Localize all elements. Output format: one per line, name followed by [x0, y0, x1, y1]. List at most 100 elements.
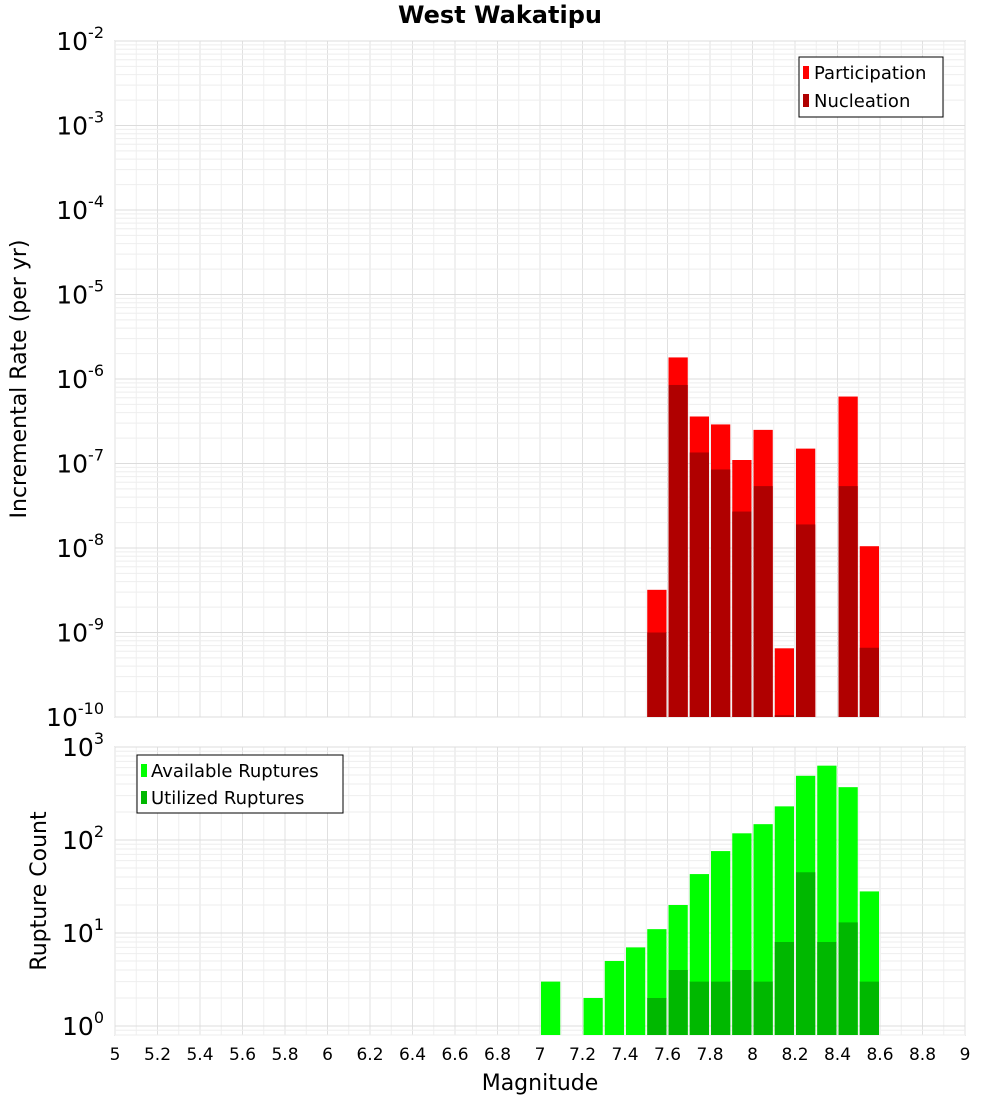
- rate-y-tick-base: 10: [56, 534, 88, 563]
- rate-y-tick-label: 10-9: [56, 615, 104, 648]
- x-tick-label: 8: [747, 1045, 758, 1065]
- x-tick-label: 8.2: [781, 1045, 808, 1065]
- nucleation-bar: [753, 486, 773, 717]
- x-tick-label: 7.8: [696, 1045, 723, 1065]
- available-ruptures-bar: [541, 981, 561, 1035]
- rate-y-tick-exponent: -10: [78, 699, 104, 718]
- count-y-tick-exponent: 2: [94, 822, 104, 841]
- count-y-tick-exponent: 0: [94, 1008, 104, 1027]
- utilized-ruptures-bar: [668, 969, 688, 1035]
- count-legend-box: [136, 754, 344, 814]
- utilized-ruptures-bar: [753, 981, 773, 1035]
- nucleation-bar: [689, 452, 709, 717]
- utilized-ruptures-bar: [774, 942, 794, 1035]
- x-tick-label: 8.6: [866, 1045, 893, 1065]
- rate-y-tick-label: 10-7: [56, 446, 104, 479]
- x-tick-label: 6.8: [484, 1045, 511, 1065]
- x-tick-label: 7: [535, 1045, 546, 1065]
- x-tick-label: 6.6: [441, 1045, 468, 1065]
- utilized-legend-label: Utilized Ruptures: [151, 788, 304, 809]
- rate-y-tick-label: 10-4: [56, 192, 104, 225]
- count-y-tick-label: 100: [62, 1008, 104, 1041]
- available-ruptures-bar: [626, 947, 646, 1035]
- nucleation-legend-swatch: [803, 94, 809, 107]
- rate-y-tick-base: 10: [56, 281, 88, 310]
- x-tick-label: 5.6: [229, 1045, 256, 1065]
- rate-y-tick-exponent: -5: [88, 277, 104, 296]
- x-tick-label: 5.2: [144, 1045, 171, 1065]
- count-y-tick-base: 10: [62, 1012, 94, 1041]
- nucleation-bar: [732, 511, 752, 717]
- magnitude-x-ticks: 5 5.2 5.4 5.6 5.8 6 6.2 6.4 6.6 6.8 7 7.2 7.4 7.6 7.8 8…: [110, 1045, 971, 1065]
- rate-y-tick-base: 10: [56, 619, 88, 648]
- utilized-ruptures-bar: [711, 981, 731, 1035]
- x-tick-label: 6: [322, 1045, 333, 1065]
- nucleation-bar: [711, 469, 731, 717]
- rate-y-tick-label: 10-2: [56, 23, 104, 56]
- utilized-ruptures-bar: [838, 922, 858, 1035]
- chart-title: West Wakatipu: [398, 1, 602, 29]
- rate-y-tick-base: 10: [46, 703, 78, 732]
- x-tick-label: 5.4: [186, 1045, 213, 1065]
- x-tick-label: 5.8: [271, 1045, 298, 1065]
- available-legend-label: Available Ruptures: [151, 761, 319, 782]
- x-tick-label: 9: [960, 1045, 971, 1065]
- rate-y-tick-base: 10: [56, 196, 88, 225]
- nucleation-bar: [796, 524, 816, 717]
- available-ruptures-bar: [604, 960, 624, 1035]
- rate-legend-box: [798, 56, 944, 118]
- x-axis-label: Magnitude: [482, 1071, 599, 1096]
- count-y-tick-base: 10: [62, 826, 94, 855]
- rate-y-tick-label: 10-3: [56, 108, 104, 141]
- nucleation-bar: [859, 647, 879, 717]
- count-bars: [541, 765, 879, 1035]
- participation-legend-label: Participation: [814, 63, 926, 84]
- x-tick-label: 5: [110, 1045, 121, 1065]
- x-tick-label: 7.6: [654, 1045, 681, 1065]
- rate-panel: 10-210-310-410-510-610-710-810-910-10 In…: [7, 23, 966, 732]
- count-y-tick-label: 102: [62, 822, 104, 855]
- participation-bar: [774, 648, 794, 717]
- rate-y-tick-exponent: -7: [88, 446, 104, 465]
- available-ruptures-bar: [583, 997, 603, 1035]
- count-y-axis-label: Rupture Count: [27, 811, 52, 971]
- x-tick-label: 7.2: [569, 1045, 596, 1065]
- utilized-ruptures-bar: [796, 872, 816, 1035]
- rate-y-tick-label: 10-6: [56, 361, 104, 394]
- x-tick-label: 6.4: [399, 1045, 426, 1065]
- rate-bars: [647, 357, 879, 717]
- rate-y-tick-base: 10: [56, 365, 88, 394]
- nucleation-bar: [838, 486, 858, 717]
- rate-gridlines: [114, 40, 966, 718]
- utilized-ruptures-bar: [689, 981, 709, 1035]
- rate-y-tick-base: 10: [56, 112, 88, 141]
- nucleation-bar: [647, 632, 667, 717]
- nucleation-bar: [668, 384, 688, 717]
- count-legend: Available Ruptures Utilized Ruptures: [136, 754, 344, 814]
- count-y-tick-base: 10: [62, 733, 94, 762]
- utilized-legend-swatch: [141, 791, 147, 804]
- utilized-ruptures-bar: [732, 969, 752, 1035]
- count-y-tick-exponent: 3: [94, 729, 104, 748]
- count-y-tick-exponent: 1: [94, 915, 104, 934]
- rate-y-tick-exponent: -4: [88, 192, 104, 211]
- rate-y-axis-label: Incremental Rate (per yr): [7, 240, 32, 519]
- utilized-ruptures-bar: [859, 981, 879, 1035]
- count-y-tick-base: 10: [62, 919, 94, 948]
- rate-y-tick-exponent: -2: [88, 23, 104, 42]
- rate-y-tick-label: 10-10: [46, 699, 104, 732]
- rate-legend: Participation Nucleation: [798, 56, 944, 118]
- rate-y-tick-exponent: -9: [88, 615, 104, 634]
- count-y-tick-label: 101: [62, 915, 104, 948]
- participation-legend-swatch: [803, 66, 809, 79]
- x-tick-label: 8.4: [824, 1045, 851, 1065]
- x-tick-label: 8.8: [909, 1045, 936, 1065]
- utilized-ruptures-bar: [817, 942, 837, 1035]
- nucleation-legend-label: Nucleation: [814, 91, 910, 112]
- rate-y-ticks: 10-210-310-410-510-610-710-810-910-10: [46, 23, 104, 732]
- utilized-ruptures-bar: [647, 997, 667, 1035]
- rate-y-tick-base: 10: [56, 27, 88, 56]
- rate-y-tick-label: 10-8: [56, 530, 104, 563]
- available-legend-swatch: [141, 764, 147, 777]
